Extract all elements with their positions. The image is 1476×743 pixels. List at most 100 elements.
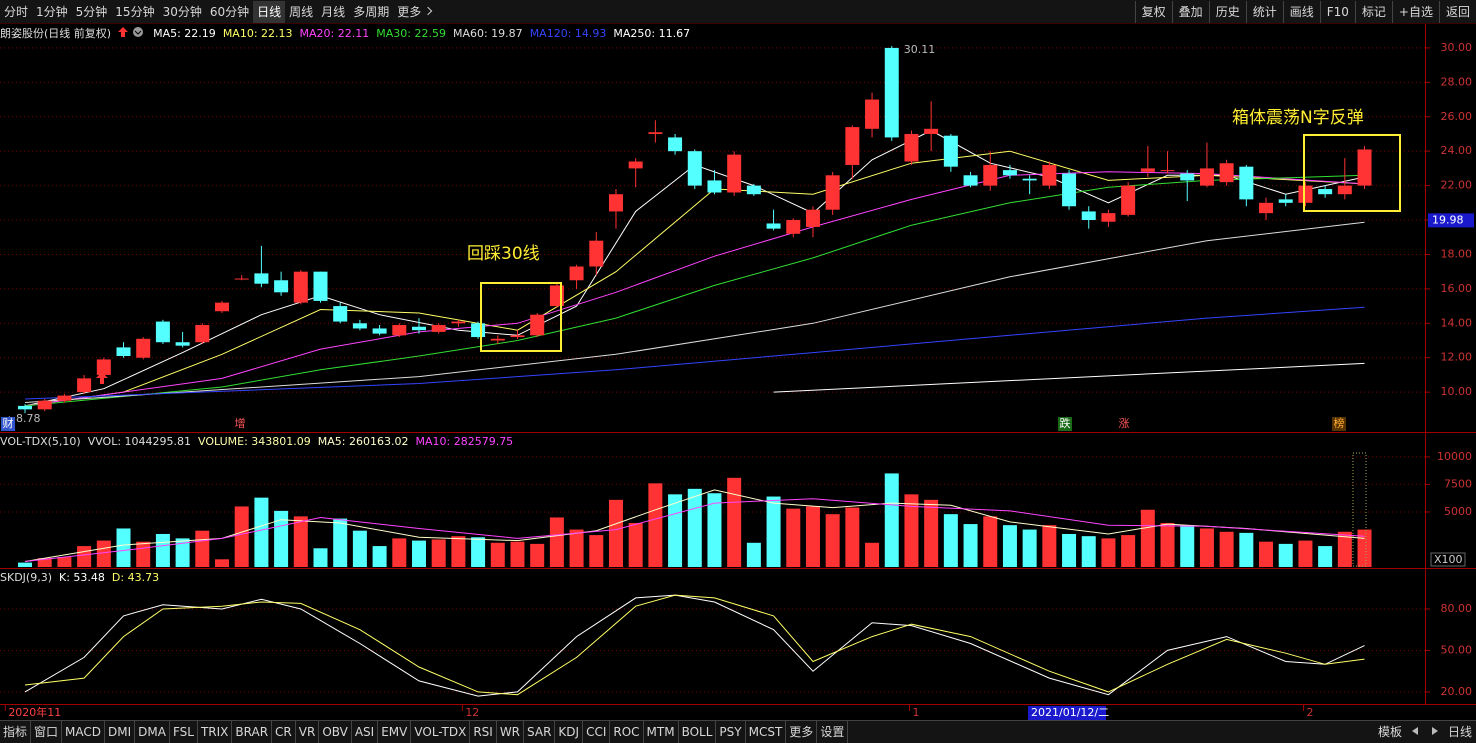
indicator-button[interactable]: SAR (524, 721, 556, 743)
volume-bar (530, 543, 545, 567)
line-ma10 (24, 498, 1365, 562)
period-button[interactable]: 15分钟 (115, 4, 155, 19)
indicator-button[interactable]: EMV (378, 721, 412, 743)
candle-body (411, 326, 426, 331)
candle-body (195, 325, 210, 343)
indicator-button[interactable]: BRAR (232, 721, 273, 743)
candle-body (1081, 211, 1096, 221)
candle-body (845, 127, 860, 165)
indicator-button[interactable]: WR (497, 721, 525, 743)
indicator-button[interactable]: MACD (62, 721, 106, 743)
candle-body (1002, 170, 1017, 176)
candle-body (865, 99, 880, 129)
indicator-button[interactable]: RSI (470, 721, 497, 743)
indicator-button[interactable]: TRIX (198, 721, 233, 743)
legend-entry: MA5: 22.19 (153, 26, 216, 40)
candle-body (766, 223, 781, 229)
unit-box (1430, 552, 1466, 567)
indicator-button[interactable]: ASI (352, 721, 379, 743)
indicator-button[interactable]: PSY (716, 721, 746, 743)
tool-button[interactable]: F10 (1319, 0, 1355, 23)
volume-bar (1298, 540, 1313, 567)
volume-bar (786, 508, 801, 567)
indicator-button[interactable]: CR (272, 721, 296, 743)
bar-button[interactable]: 模板 (1377, 725, 1402, 739)
candle-body (589, 240, 604, 267)
candle-body (1042, 164, 1057, 186)
candle-body (215, 302, 230, 312)
period-button[interactable]: 30分钟 (162, 4, 202, 19)
indicator-button[interactable]: OBV (319, 721, 352, 743)
legend-entry: MA20: 22.11 (299, 26, 370, 40)
period-button[interactable]: 日线 (253, 0, 286, 23)
line-d (24, 594, 1365, 696)
period-button[interactable]: 1分钟 (36, 4, 68, 19)
volume-bar (313, 548, 328, 567)
candle-body (569, 266, 584, 281)
candle-body (77, 378, 92, 393)
price-tag: 19.98 (1432, 213, 1464, 226)
tool-button[interactable]: 画线 (1282, 0, 1320, 23)
candle-body (96, 359, 111, 375)
x-tick-label: 12 (465, 706, 479, 719)
indicator-button[interactable]: MCST (746, 721, 787, 743)
volume-bar (549, 517, 564, 567)
signal-arrow (96, 372, 108, 384)
indicator-button[interactable]: 窗口 (31, 721, 63, 743)
indicator-button[interactable]: 指标 (0, 721, 32, 743)
chevron (423, 6, 433, 16)
indicator-button[interactable]: VR (296, 721, 320, 743)
volume-bar (727, 477, 742, 567)
indicator-button[interactable]: 更多 (786, 721, 818, 743)
candle-body (1357, 149, 1372, 186)
volume-bar (37, 558, 52, 567)
tool-button[interactable]: 历史 (1208, 0, 1246, 23)
candle-body (234, 278, 249, 280)
panel-title: 朗姿股份(日线 前复权) (0, 27, 112, 40)
annotation: 回踩30线 (467, 244, 540, 264)
tool-button[interactable]: 标记 (1354, 0, 1392, 23)
period-button[interactable]: 60分钟 (209, 4, 250, 19)
indicator-button[interactable]: BOLL (679, 721, 717, 743)
volume-bar (589, 535, 604, 567)
period-button[interactable]: 多周期 (353, 4, 390, 19)
tool-button[interactable]: 复权 (1134, 0, 1172, 23)
indicator-button[interactable]: CCI (583, 721, 611, 743)
indicator-button[interactable]: VOL-TDX (411, 721, 471, 743)
tool-button[interactable]: 统计 (1245, 0, 1283, 23)
period-button[interactable]: 分时 (4, 4, 29, 19)
volume-bar (648, 483, 663, 567)
candle-body (786, 220, 801, 234)
legend-entry: MA250: 11.67 (613, 26, 691, 40)
tool-button[interactable]: 返回 (1438, 0, 1476, 23)
candle-body (1140, 168, 1155, 172)
volume-bar (766, 496, 781, 567)
volume-bar (707, 493, 722, 567)
candle-body (490, 338, 505, 341)
period-button[interactable]: 5分钟 (75, 4, 108, 19)
period-button[interactable]: 周线 (289, 4, 314, 19)
tool-button[interactable]: 叠加 (1171, 0, 1209, 23)
indicator-button[interactable]: DMA (135, 721, 170, 743)
indicator-button[interactable]: KDJ (555, 721, 584, 743)
legend-entry: MA120: 14.93 (529, 26, 607, 40)
volume-bar (569, 529, 584, 567)
indicator-button[interactable]: MTM (644, 721, 679, 743)
bar-button[interactable]: 日线 (1447, 725, 1472, 739)
volume-bar (1101, 538, 1116, 567)
indicator-button[interactable]: ROC (610, 721, 644, 743)
indicator-button[interactable]: DMI (105, 721, 136, 743)
volume-bar (1318, 546, 1333, 567)
volume-bar (96, 540, 111, 567)
price-header: 朗姿股份(日线 前复权) MA5: 22.19 MA10: 22.13 MA20: 2… (0, 25, 697, 41)
y-tick-label: 18.00 (1441, 247, 1473, 260)
candle-body (904, 133, 919, 162)
line-ma20 (24, 171, 1365, 407)
indicator-button[interactable]: 设置 (817, 721, 849, 743)
tool-button[interactable]: +自选 (1391, 0, 1439, 23)
candle-body (136, 338, 151, 358)
period-button[interactable]: 更多 (397, 4, 422, 19)
period-button[interactable]: 月线 (321, 4, 346, 19)
indicator-button[interactable]: FSL (170, 721, 198, 743)
scroll-arrows[interactable] (1406, 721, 1444, 743)
